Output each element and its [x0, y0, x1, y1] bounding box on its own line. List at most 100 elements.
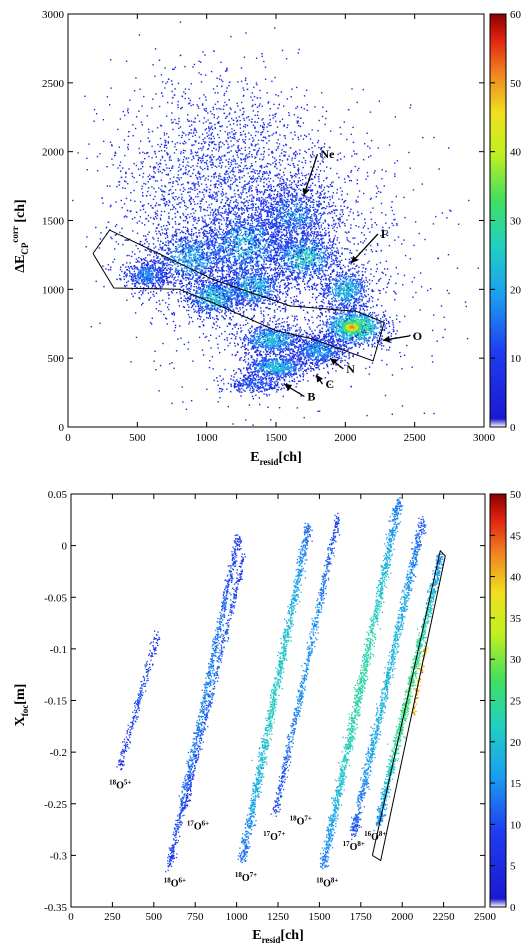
heatmap-cell — [206, 298, 209, 300]
heatmap-cell — [241, 249, 244, 251]
heatmap-cell — [192, 234, 195, 236]
heatmap-cell — [207, 242, 209, 244]
heatmap-cell — [136, 268, 138, 270]
heatmap-cell — [208, 294, 211, 297]
heatmap-cell — [259, 216, 262, 219]
heatmap-cell — [158, 279, 161, 281]
heatmap-cell — [196, 251, 198, 253]
heatmap-cell — [298, 199, 301, 201]
heatmap-cell — [222, 274, 224, 276]
heatmap-cell — [252, 267, 255, 269]
heatmap-cell — [231, 251, 234, 253]
heatmap-cell — [143, 267, 145, 269]
heatmap-cell — [200, 293, 203, 295]
heatmap-cell — [207, 312, 209, 314]
heatmap-cell — [219, 301, 221, 303]
heatmap-cell — [215, 301, 218, 304]
heatmap-cell — [171, 235, 173, 237]
heatmap-cell — [218, 284, 221, 287]
heatmap-cell — [239, 283, 241, 286]
heatmap-cell — [154, 268, 156, 270]
heatmap-cell — [251, 287, 254, 290]
heatmap-cell — [205, 253, 208, 255]
heatmap-cell — [152, 243, 155, 245]
heatmap-cell — [198, 265, 200, 267]
heatmap-cell — [234, 294, 236, 296]
heatmap-cell — [198, 243, 201, 245]
heatmap-cell — [224, 303, 226, 306]
heatmap-cell — [328, 211, 330, 214]
heatmap-cell — [322, 237, 324, 240]
heatmap-cell — [211, 288, 213, 291]
heatmap-cell — [154, 264, 156, 267]
heatmap-cell — [253, 251, 255, 253]
heatmap-cell — [200, 298, 203, 301]
heatmap-cell — [242, 304, 244, 306]
heatmap-cell — [254, 214, 256, 216]
heatmap-cell — [132, 295, 134, 298]
heatmap-cell — [216, 271, 219, 274]
heatmap-cell — [210, 292, 212, 294]
heatmap-cell — [190, 254, 192, 256]
heatmap-cell — [305, 196, 307, 199]
heatmap-cell — [255, 278, 257, 281]
heatmap-cell — [275, 278, 277, 281]
heatmap-cell — [194, 247, 196, 249]
heatmap-cell — [250, 238, 252, 240]
heatmap-cell — [288, 283, 290, 286]
heatmap-cell — [280, 152, 283, 154]
heatmap-cell — [261, 175, 264, 178]
heatmap-cell — [289, 224, 291, 226]
heatmap-cell — [190, 252, 192, 254]
heatmap-cell — [210, 306, 212, 308]
heatmap-cell — [171, 275, 173, 277]
heatmap-cell — [244, 286, 246, 289]
heatmap-cell — [257, 275, 260, 277]
heatmap-cell — [167, 267, 170, 270]
heatmap-cell — [223, 295, 225, 298]
heatmap-cell — [147, 292, 149, 294]
heatmap-cell — [266, 240, 268, 243]
heatmap-cell — [295, 261, 297, 263]
heatmap-cell — [330, 263, 332, 266]
heatmap-cell — [237, 242, 239, 245]
heatmap-cell — [223, 303, 225, 305]
heatmap-cell — [194, 256, 196, 258]
heatmap-cell — [235, 283, 238, 285]
heatmap-cell — [318, 185, 321, 187]
heatmap-cell — [292, 230, 294, 232]
heatmap-cell — [202, 293, 204, 295]
heatmap-cell — [213, 304, 215, 306]
heatmap-cell — [281, 211, 284, 214]
heatmap-cell — [182, 247, 184, 249]
heatmap-cell — [277, 290, 279, 293]
heatmap-cell — [257, 299, 259, 302]
heatmap-cell — [319, 253, 321, 255]
heatmap-cell — [255, 262, 257, 265]
heatmap-cell — [318, 201, 320, 203]
heatmap-cell — [178, 255, 180, 257]
heatmap-cell — [175, 241, 177, 244]
heatmap-cell — [256, 193, 259, 196]
heatmap-cell — [215, 261, 217, 264]
heatmap-cell — [225, 298, 227, 301]
heatmap-cell — [239, 308, 241, 311]
heatmap-cell — [293, 215, 296, 218]
heatmap-cell — [256, 258, 258, 260]
heatmap-cell — [249, 278, 251, 280]
heatmap-cell — [151, 277, 153, 280]
heatmap-cell — [240, 254, 243, 256]
heatmap-cell — [155, 254, 158, 257]
heatmap-cell — [221, 301, 223, 303]
heatmap-cell — [204, 221, 206, 223]
heatmap-cell — [198, 312, 200, 315]
heatmap-cell — [196, 287, 198, 289]
heatmap-cell — [228, 292, 231, 294]
heatmap-cell — [180, 259, 182, 261]
heatmap-cell — [235, 275, 237, 277]
heatmap-cell — [162, 266, 164, 269]
heatmap-cell — [161, 277, 163, 280]
heatmap-cell — [260, 239, 262, 241]
heatmap-cell — [181, 268, 183, 270]
heatmap-cell — [146, 279, 149, 281]
